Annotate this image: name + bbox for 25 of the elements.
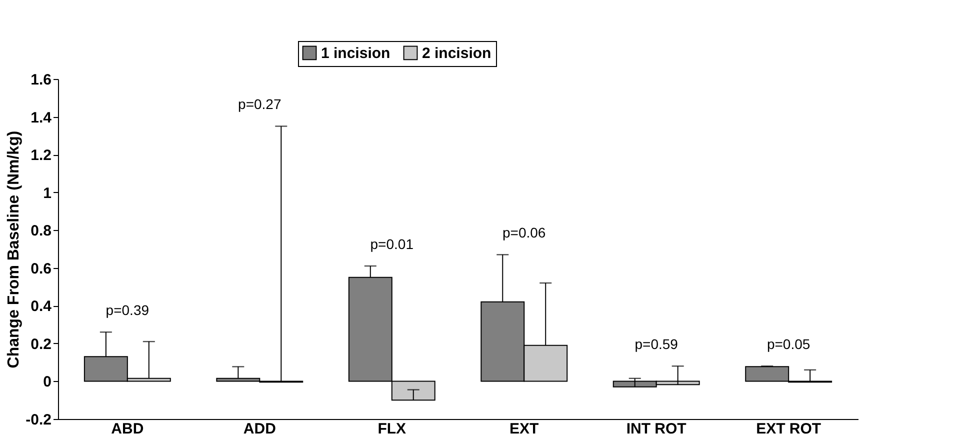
- annotation: p=0.27: [238, 96, 282, 112]
- y-tick-label: -0.2: [26, 412, 52, 428]
- y-tick-label: 1.2: [30, 147, 52, 164]
- legend-label: 2 incision: [422, 44, 492, 62]
- legend-label: 1 incision: [321, 44, 390, 62]
- annotation: p=0.59: [634, 336, 678, 352]
- y-tick-label: 1: [43, 184, 52, 202]
- annotation: p=0.01: [370, 236, 414, 252]
- x-tick-label: INT ROT: [626, 420, 686, 438]
- y-tick-label: 0.4: [30, 298, 52, 316]
- x-tick-label: EXT: [510, 420, 539, 438]
- x-tick-label: ADD: [243, 420, 276, 438]
- annotation: p=0.39: [106, 302, 150, 318]
- y-axis-title: Change From Baseline (Nm/kg): [6, 130, 23, 368]
- annotation: p=0.06: [502, 224, 546, 241]
- x-tick-label: EXT ROT: [756, 420, 822, 438]
- y-tick-label: 0.8: [30, 222, 52, 240]
- x-tick-label: FLX: [378, 420, 406, 438]
- y-tick-label: 1.4: [30, 109, 52, 126]
- y-tick-label: 0: [43, 374, 52, 391]
- annotation: p=0.05: [766, 336, 810, 352]
- y-tick-label: 0.2: [30, 336, 52, 353]
- y-tick-label: 1.6: [30, 72, 52, 88]
- x-tick-label: ABD: [111, 420, 144, 438]
- y-tick-label: 0.6: [30, 260, 52, 278]
